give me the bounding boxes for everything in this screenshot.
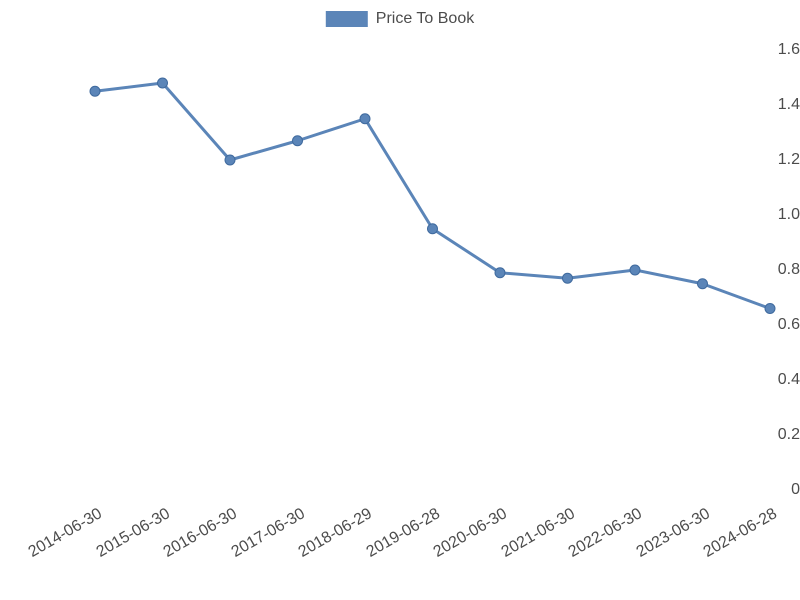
y-tick-label: 0.6: [715, 316, 800, 334]
data-point: [360, 114, 370, 124]
y-tick-label: 1.0: [715, 206, 800, 224]
data-point: [765, 304, 775, 314]
data-point: [225, 155, 235, 165]
y-tick-label: 0.4: [715, 371, 800, 389]
data-point: [90, 86, 100, 96]
y-tick-label: 0.8: [715, 261, 800, 279]
data-point: [495, 268, 505, 278]
chart-container: Price To Book 00.20.40.60.81.01.21.41.6 …: [0, 0, 800, 600]
data-point: [158, 78, 168, 88]
y-tick-label: 1.2: [715, 151, 800, 169]
data-point: [698, 279, 708, 289]
y-tick-label: 1.6: [715, 41, 800, 59]
y-tick-label: 0.2: [715, 426, 800, 444]
data-point: [563, 273, 573, 283]
data-point: [630, 265, 640, 275]
series-line: [95, 83, 770, 309]
y-tick-label: 1.4: [715, 96, 800, 114]
data-point: [293, 136, 303, 146]
y-tick-label: 0: [715, 481, 800, 499]
chart-svg: [0, 0, 800, 600]
data-point: [428, 224, 438, 234]
